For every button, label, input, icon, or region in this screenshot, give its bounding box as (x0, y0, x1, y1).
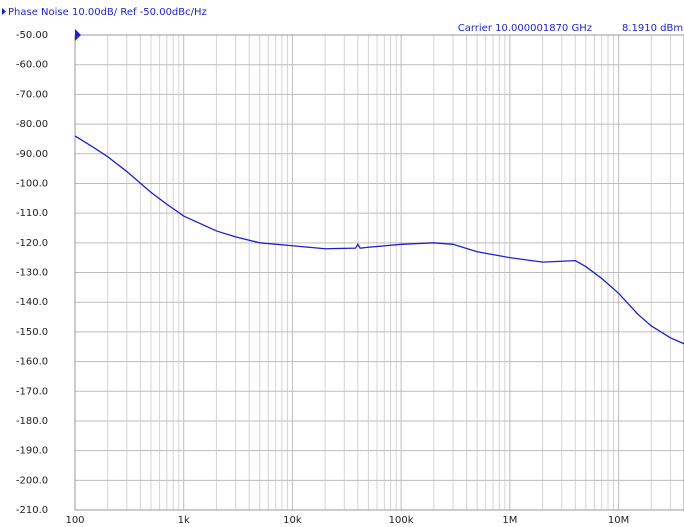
y-tick-label: -160.0 (16, 357, 48, 368)
x-tick-label: 10k (283, 515, 302, 526)
y-tick-label: -210.0 (16, 505, 48, 516)
title-marker (2, 8, 6, 15)
y-tick-label: -150.0 (16, 327, 48, 338)
data-line (74, 135, 684, 345)
y-tick-label: -140.0 (16, 297, 48, 308)
power-annotation: 8.1910 dBm (622, 23, 683, 34)
y-tick-label: -170.0 (16, 386, 48, 397)
y-tick-label: -180.0 (16, 416, 48, 427)
y-tick-label: -190.0 (16, 446, 48, 457)
y-tick-label: -90.00 (16, 149, 48, 160)
y-tick-label: -120.0 (16, 238, 48, 249)
x-tick-label: 1M (502, 515, 517, 526)
y-tick-label: -80.00 (16, 119, 48, 130)
y-tick-label: -70.00 (16, 89, 48, 100)
x-tick-label: 10M (608, 515, 629, 526)
chart-title: Phase Noise 10.00dB/ Ref -50.00dBc/Hz (8, 7, 207, 18)
carrier-annotation: Carrier 10.000001870 GHz (458, 23, 592, 34)
x-tick-label: 1k (178, 515, 190, 526)
y-tick-label: -200.0 (16, 475, 48, 486)
x-tick-label: 100 (65, 515, 84, 526)
ref-marker (75, 29, 81, 41)
x-tick-label: 100k (389, 515, 414, 526)
y-tick-label: -130.0 (16, 268, 48, 279)
y-tick-label: -60.00 (16, 60, 48, 71)
y-tick-label: -100.0 (16, 178, 48, 189)
y-tick-label: -50.00 (16, 30, 48, 41)
y-tick-label: -110.0 (16, 208, 48, 219)
plot-border (74, 34, 684, 511)
